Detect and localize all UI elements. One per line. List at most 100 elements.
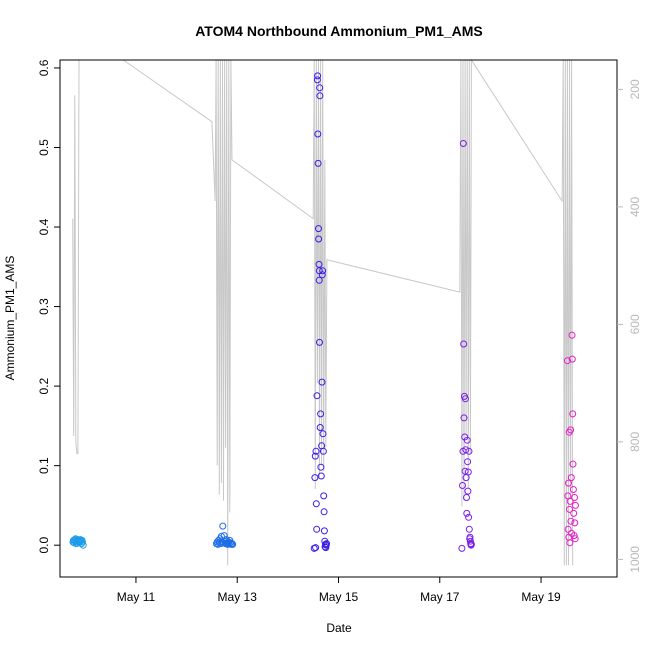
y-tick-label: 0.5: [37, 139, 51, 156]
data-point: [572, 501, 579, 509]
data-point: [566, 539, 574, 547]
data-point: [464, 458, 472, 466]
data-point: [319, 447, 327, 455]
data-point: [567, 426, 575, 434]
data-point: [563, 357, 571, 365]
data-point: [317, 410, 325, 418]
data-point: [569, 486, 577, 493]
y2-tick-label: 1000: [628, 546, 642, 573]
data-point: [322, 540, 329, 548]
y-tick-label: 0.0: [37, 537, 51, 554]
data-point: [315, 235, 323, 243]
data-point: [313, 76, 321, 84]
data-point: [312, 500, 320, 508]
data-point: [571, 494, 578, 501]
data-point: [229, 540, 237, 548]
data-point: [79, 541, 87, 549]
data-point: [219, 522, 227, 530]
data-point: [228, 540, 236, 548]
data-point: [464, 487, 472, 495]
data-point: [319, 430, 327, 438]
data-point: [320, 508, 328, 516]
data-point: [311, 474, 319, 482]
data-point: [316, 84, 324, 92]
data-point: [463, 436, 471, 444]
y-axis-right: 200 400 600 800 1000: [617, 79, 642, 573]
data-point: [318, 378, 326, 386]
data-point: [460, 340, 468, 348]
y2-tick-label: 600: [628, 314, 642, 334]
x-axis: May 11 May 13 May 15 May 17 May 19: [117, 577, 561, 604]
data-point: [321, 543, 329, 551]
data-point: [320, 492, 328, 500]
data-point: [317, 463, 325, 471]
chart-title: ATOM4 Northbound Ammonium_PM1_AMS: [195, 23, 483, 39]
data-point: [567, 474, 575, 482]
data-point: [316, 424, 324, 431]
x-tick-label: May 19: [521, 590, 561, 604]
data-point: [78, 540, 85, 548]
data-point: [569, 410, 577, 418]
data-point: [459, 140, 467, 147]
data-point: [564, 525, 572, 533]
y-tick-label: 0.2: [37, 377, 51, 394]
data-point: [465, 513, 473, 521]
x-tick-label: May 17: [420, 590, 460, 604]
data-point: [464, 468, 472, 476]
data-point: [461, 395, 469, 403]
data-point: [461, 467, 469, 475]
y2-tick-label: 200: [628, 79, 642, 99]
data-point: [568, 355, 576, 363]
data-point: [571, 519, 579, 527]
x-axis-label: Date: [326, 621, 352, 635]
x-tick-label: May 15: [319, 590, 359, 604]
data-point: [463, 509, 471, 517]
data-point: [310, 544, 318, 552]
data-point: [571, 535, 579, 543]
data-point: [570, 509, 578, 517]
y-tick-label: 0.4: [37, 218, 51, 235]
y2-tick-label: 400: [628, 197, 642, 217]
data-point: [463, 494, 470, 501]
y-tick-label: 0.6: [37, 59, 51, 76]
data-point: [315, 276, 323, 284]
data-point: [319, 267, 327, 275]
data-point: [317, 472, 325, 480]
data-point: [312, 544, 320, 552]
data-point: [465, 447, 473, 455]
data-point: [323, 540, 330, 548]
x-tick-label: May 13: [218, 590, 258, 604]
data-point: [467, 540, 475, 548]
data-point: [460, 414, 468, 422]
data-point: [312, 447, 320, 455]
data-point: [314, 72, 322, 80]
data-point: [314, 159, 322, 167]
data-point: [316, 92, 324, 100]
data-point: [311, 452, 319, 460]
y-tick-label: 0.1: [37, 457, 51, 474]
data-point: [570, 532, 578, 540]
data-point: [318, 271, 326, 279]
y-tick-label: 0.3: [37, 298, 51, 315]
data-point: [315, 225, 322, 233]
y-axis-label: Ammonium_PM1_AMS: [3, 256, 17, 381]
data-point: [566, 497, 574, 505]
data-point: [314, 130, 322, 138]
data-point: [313, 392, 321, 400]
data-point: [459, 482, 466, 489]
data-point: [316, 338, 323, 346]
data-point: [458, 544, 466, 552]
data-point: [566, 505, 573, 513]
x-tick-label: May 11: [117, 590, 156, 604]
data-point: [320, 527, 328, 535]
data-point: [568, 331, 576, 339]
data-point: [569, 460, 577, 468]
data-point: [466, 537, 474, 545]
y-axis-left: 0.0 0.1 0.2 0.3 0.4 0.5 0.6: [37, 59, 60, 554]
data-point: [465, 525, 473, 533]
data-point: [313, 525, 321, 533]
data-point: [567, 517, 575, 525]
data-point: [565, 479, 572, 487]
